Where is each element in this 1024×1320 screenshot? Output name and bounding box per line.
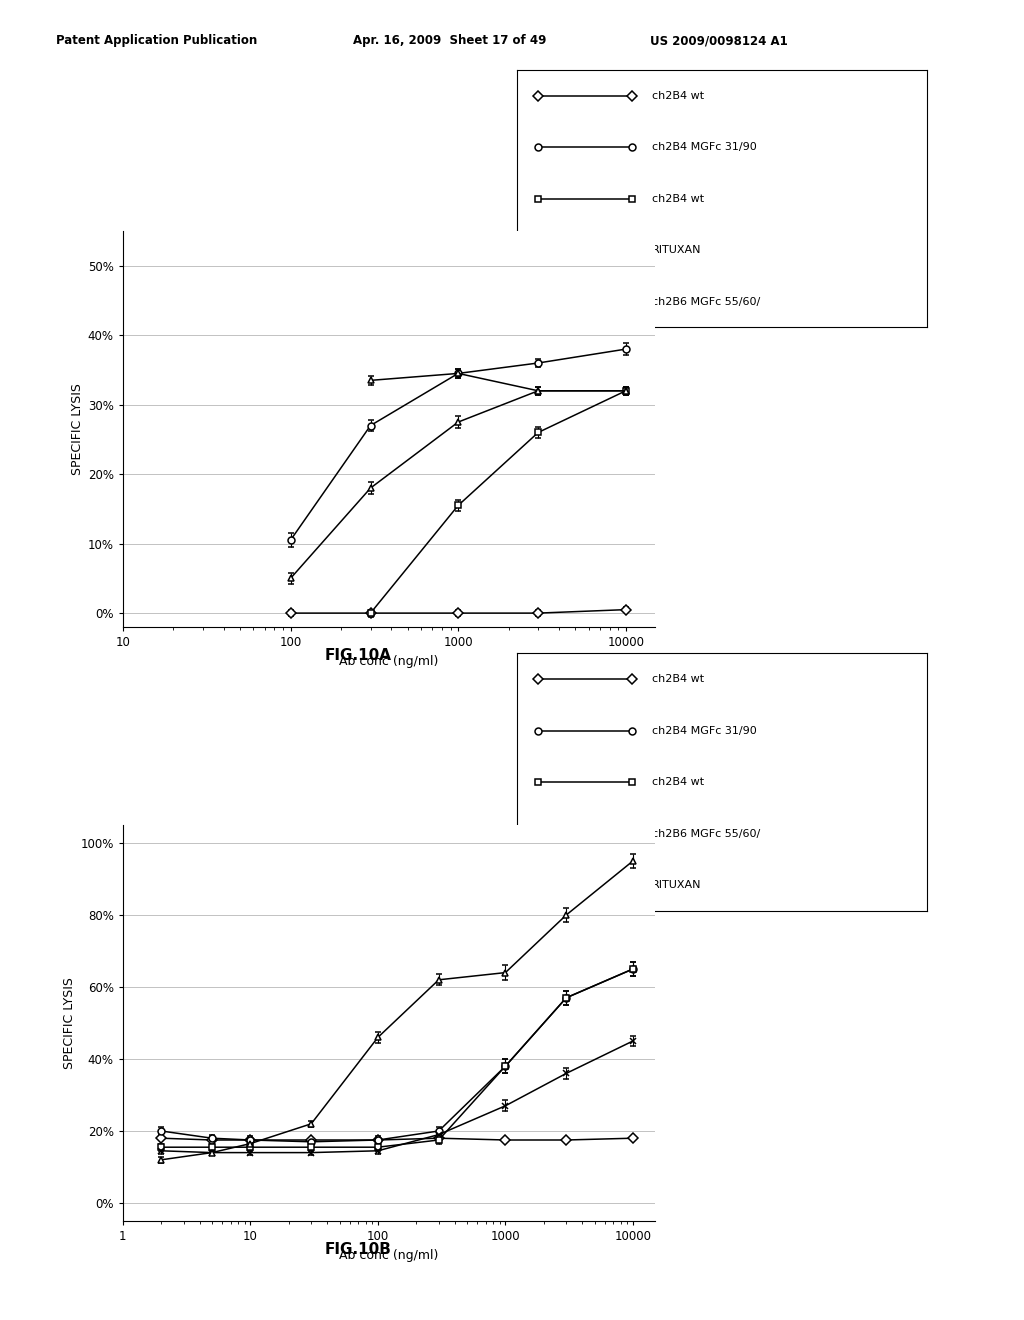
Y-axis label: SPECIFIC LYSIS: SPECIFIC LYSIS: [71, 383, 84, 475]
Text: RITUXAN: RITUXAN: [652, 880, 701, 890]
Y-axis label: SPECIFIC LYSIS: SPECIFIC LYSIS: [63, 977, 77, 1069]
X-axis label: Ab conc (ng/ml): Ab conc (ng/ml): [339, 655, 439, 668]
Text: ch2B4 wt: ch2B4 wt: [652, 91, 705, 100]
Text: FIG.10A: FIG.10A: [325, 648, 392, 663]
Text: ch2B4 wt: ch2B4 wt: [652, 194, 705, 203]
Text: Patent Application Publication: Patent Application Publication: [56, 34, 258, 48]
Text: ch2B6 MGFc 55/60/: ch2B6 MGFc 55/60/: [652, 297, 761, 306]
X-axis label: Ab conc (ng/ml): Ab conc (ng/ml): [339, 1249, 439, 1262]
Text: ch2B4 MGFc 31/90: ch2B4 MGFc 31/90: [652, 726, 757, 735]
Text: RITUXAN: RITUXAN: [652, 246, 701, 255]
Text: ch2B4 wt: ch2B4 wt: [652, 777, 705, 787]
Text: Apr. 16, 2009  Sheet 17 of 49: Apr. 16, 2009 Sheet 17 of 49: [353, 34, 547, 48]
Text: ch2B4 wt: ch2B4 wt: [652, 675, 705, 684]
Text: ch2B6 MGFc 55/60/: ch2B6 MGFc 55/60/: [652, 829, 761, 838]
Text: ch2B4 MGFc 31/90: ch2B4 MGFc 31/90: [652, 143, 757, 152]
Text: US 2009/0098124 A1: US 2009/0098124 A1: [650, 34, 788, 48]
Text: FIG.10B: FIG.10B: [325, 1242, 392, 1257]
